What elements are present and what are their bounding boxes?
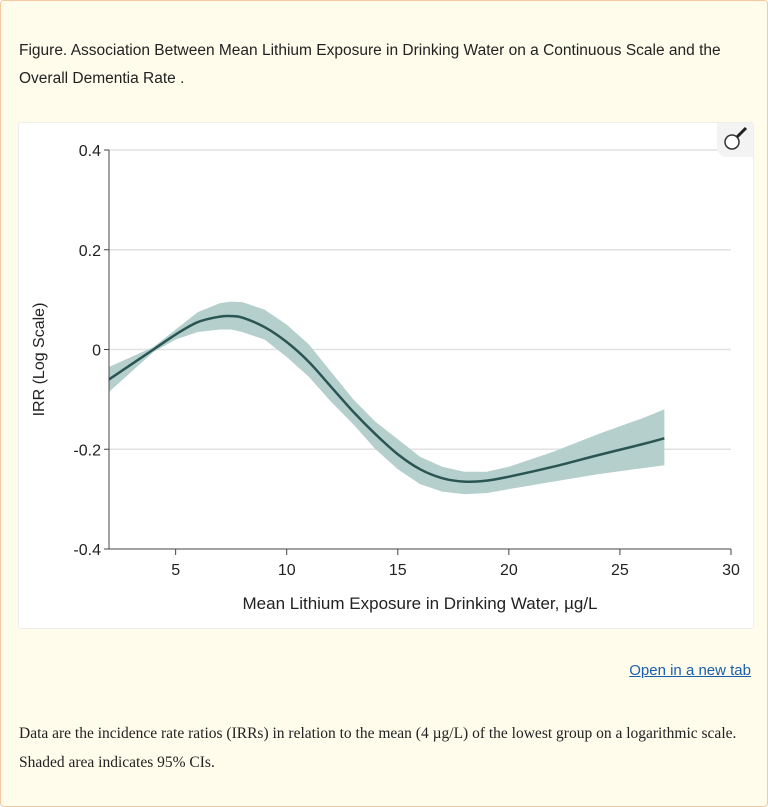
open-in-new-tab-link[interactable]: Open in a new tab (629, 662, 751, 679)
figure-note: Data are the incidence rate ratios (IRRs… (19, 725, 737, 771)
x-tick-label: 10 (278, 562, 296, 579)
magnifier-glyph (724, 126, 748, 150)
x-tick-label: 5 (171, 562, 180, 579)
x-tick-label: 25 (611, 562, 629, 579)
y-axis-label: IRR (Log Scale) (31, 303, 48, 417)
magnifier-icon[interactable] (717, 123, 753, 157)
y-tick-label: 0.4 (79, 143, 101, 160)
x-tick-label: 20 (500, 562, 518, 579)
figure-box: 0.4 0.2 0 -0.2 -0.4 5 10 15 20 25 30 Mean Lithium E… (18, 122, 754, 629)
confidence-band (109, 301, 665, 495)
x-axis-label: Mean Lithium Exposure in Drinking Water,… (243, 594, 598, 613)
y-tick-label: 0.2 (79, 243, 101, 260)
chart: 0.4 0.2 0 -0.2 -0.4 5 10 15 20 25 30 Mean Lithium E… (31, 143, 740, 613)
figure-caption: Figure. Association Between Mean Lithium… (19, 42, 721, 87)
x-tick-label: 15 (389, 562, 407, 579)
y-tick-label: -0.2 (73, 442, 101, 459)
y-tick-label: -0.4 (73, 542, 101, 559)
irr-line (108, 314, 665, 484)
y-tick-label: 0 (92, 343, 101, 360)
x-tick-label: 30 (722, 562, 740, 579)
